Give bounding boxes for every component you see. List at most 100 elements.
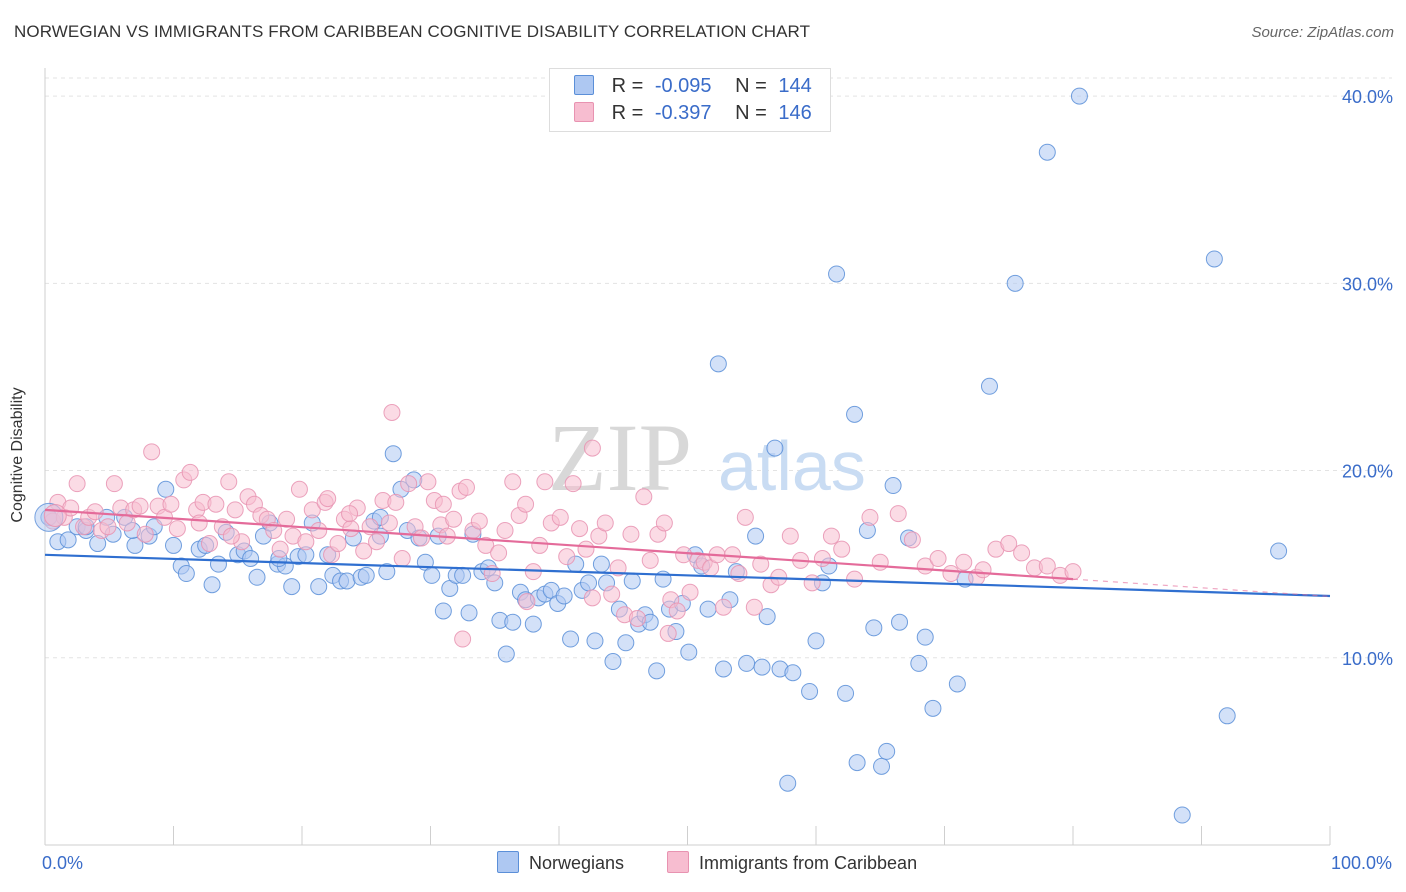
point-caribbean	[752, 555, 770, 573]
series-legend-caribbean[interactable]: Immigrants from Caribbean	[667, 851, 917, 874]
point-caribbean	[1064, 563, 1082, 581]
point-caribbean	[383, 404, 401, 422]
point-caribbean	[68, 475, 86, 493]
point-caribbean	[822, 527, 840, 545]
point-caribbean	[781, 527, 799, 545]
point-caribbean	[207, 495, 225, 513]
point-caribbean	[596, 514, 614, 532]
point-caribbean	[635, 488, 653, 506]
point-norwegians	[709, 355, 727, 373]
x-tick-label: 100.0%	[1331, 853, 1392, 873]
point-caribbean	[131, 497, 149, 515]
y-tick-label: 30.0%	[1342, 274, 1393, 294]
point-caribbean	[622, 525, 640, 543]
point-norwegians	[59, 531, 77, 549]
point-norwegians	[203, 576, 221, 594]
point-caribbean	[714, 598, 732, 616]
point-caribbean	[226, 501, 244, 519]
point-norwegians	[980, 377, 998, 395]
point-norwegians	[338, 572, 356, 590]
point-caribbean	[730, 565, 748, 583]
point-caribbean	[833, 540, 851, 558]
point-norwegians	[714, 660, 732, 678]
point-caribbean	[387, 493, 405, 511]
series-swatch-caribbean	[667, 851, 689, 873]
point-caribbean	[457, 478, 475, 496]
point-caribbean	[609, 559, 627, 577]
point-caribbean	[803, 574, 821, 592]
point-norwegians	[828, 265, 846, 283]
point-caribbean	[477, 536, 495, 554]
point-caribbean	[577, 540, 595, 558]
point-caribbean	[271, 540, 289, 558]
point-norwegians	[884, 477, 902, 495]
point-caribbean	[496, 521, 514, 539]
point-caribbean	[583, 589, 601, 607]
data-points	[34, 87, 1288, 824]
point-caribbean	[290, 480, 308, 498]
point-caribbean	[517, 495, 535, 513]
y-tick-label: 10.0%	[1342, 649, 1393, 669]
point-caribbean	[628, 609, 646, 627]
point-norwegians	[555, 587, 573, 605]
point-caribbean	[329, 535, 347, 553]
trend-lines	[44, 508, 1331, 598]
point-caribbean	[974, 561, 992, 579]
point-caribbean	[504, 473, 522, 491]
legend-n-label: N =	[735, 102, 767, 124]
point-norwegians	[747, 527, 765, 545]
legend-row-norwegians: R = -0.095 N = 144	[574, 75, 812, 99]
trend-line-norwegians	[44, 553, 1331, 598]
axes	[44, 68, 1331, 846]
point-caribbean	[162, 495, 180, 513]
point-caribbean	[531, 536, 549, 554]
point-caribbean	[319, 490, 337, 508]
point-caribbean	[413, 529, 431, 547]
point-caribbean	[603, 585, 621, 603]
point-caribbean	[564, 475, 582, 493]
series-label-caribbean: Immigrants from Caribbean	[699, 853, 918, 873]
series-label-norwegians: Norwegians	[529, 853, 625, 873]
point-caribbean	[942, 565, 960, 583]
point-norwegians	[916, 628, 934, 646]
point-norwegians	[779, 774, 797, 792]
point-caribbean	[143, 443, 161, 461]
point-norwegians	[924, 699, 942, 717]
point-caribbean	[190, 514, 208, 532]
point-caribbean	[571, 520, 589, 538]
point-caribbean	[681, 583, 699, 601]
point-caribbean	[310, 521, 328, 539]
point-caribbean	[668, 602, 686, 620]
watermark-zip: ZIP	[548, 404, 692, 511]
point-caribbean	[813, 550, 831, 568]
series-legend: Norwegians Immigrants from Caribbean	[0, 851, 1406, 877]
point-norwegians	[378, 563, 396, 581]
point-caribbean	[419, 473, 437, 491]
point-norwegians	[680, 643, 698, 661]
point-caribbean	[136, 525, 154, 543]
point-caribbean	[518, 593, 536, 611]
series-swatch-norwegians	[497, 851, 519, 873]
point-norwegians	[699, 600, 717, 618]
point-caribbean	[551, 508, 569, 526]
series-legend-norwegians[interactable]: Norwegians	[497, 851, 624, 874]
point-caribbean	[889, 505, 907, 523]
point-caribbean	[99, 518, 117, 536]
legend-r-label: R =	[611, 102, 644, 124]
point-norwegians	[1038, 143, 1056, 161]
stats-legend: R = -0.095 N = 144 R = -0.397 N = 146	[549, 68, 831, 132]
point-norwegians	[165, 536, 182, 554]
point-caribbean	[220, 473, 238, 491]
watermark-atlas: atlas	[718, 427, 866, 505]
point-norwegians	[807, 632, 825, 650]
point-norwegians	[1205, 250, 1223, 268]
point-norwegians	[766, 439, 784, 457]
point-norwegians	[524, 615, 542, 633]
point-caribbean	[558, 548, 576, 566]
point-norwegians	[801, 682, 819, 700]
point-norwegians	[1173, 806, 1191, 824]
point-caribbean	[400, 475, 418, 493]
point-caribbean	[903, 531, 921, 549]
point-caribbean	[490, 544, 508, 562]
